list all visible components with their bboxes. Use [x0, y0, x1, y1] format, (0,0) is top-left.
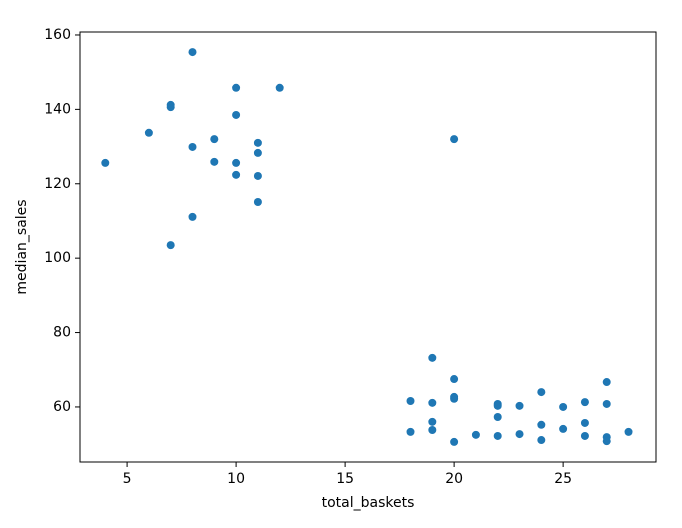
y-tick-label: 120: [44, 176, 71, 192]
point: [624, 427, 633, 436]
point: [537, 420, 546, 429]
point: [428, 426, 437, 435]
x-tick-label: 25: [554, 471, 572, 487]
x-tick-label: 20: [445, 471, 463, 487]
point: [101, 158, 110, 167]
y-axis-label: median_sales: [14, 199, 30, 294]
x-tick-label: 5: [123, 471, 132, 487]
point: [188, 212, 197, 221]
point: [493, 431, 502, 440]
x-tick-label: 10: [227, 471, 245, 487]
point: [580, 418, 589, 427]
y-tick-label: 60: [53, 399, 71, 415]
point: [428, 417, 437, 426]
point: [515, 401, 524, 410]
point: [450, 375, 459, 384]
point: [166, 241, 175, 250]
point: [602, 378, 611, 387]
point: [232, 83, 241, 92]
point: [471, 430, 480, 439]
point: [559, 402, 568, 411]
point: [210, 157, 219, 166]
y-tick-label: 160: [44, 27, 71, 43]
point: [406, 396, 415, 405]
point: [493, 412, 502, 421]
point: [428, 353, 437, 362]
point: [210, 135, 219, 144]
point: [188, 48, 197, 57]
x-axis-label: total_baskets: [322, 495, 415, 511]
point: [602, 399, 611, 408]
point: [253, 138, 262, 147]
point: [450, 135, 459, 144]
y-tick-label: 140: [44, 101, 71, 117]
point: [253, 148, 262, 157]
point: [602, 437, 611, 446]
point: [253, 197, 262, 206]
point: [144, 128, 153, 137]
point: [428, 398, 437, 407]
point: [537, 388, 546, 397]
point: [450, 437, 459, 446]
point: [232, 158, 241, 167]
y-tick-label: 100: [44, 250, 71, 266]
y-tick-label: 80: [53, 325, 71, 341]
point: [253, 171, 262, 180]
point: [580, 398, 589, 407]
plot-frame: [79, 31, 657, 463]
point: [232, 110, 241, 119]
point: [188, 142, 197, 151]
point: [580, 431, 589, 440]
point: [537, 436, 546, 445]
point: [515, 430, 524, 439]
point: [406, 427, 415, 436]
point: [275, 83, 284, 92]
point: [166, 103, 175, 112]
point: [559, 424, 568, 433]
point: [493, 401, 502, 410]
point: [232, 170, 241, 179]
point: [450, 394, 459, 403]
x-tick-label: 15: [336, 471, 354, 487]
